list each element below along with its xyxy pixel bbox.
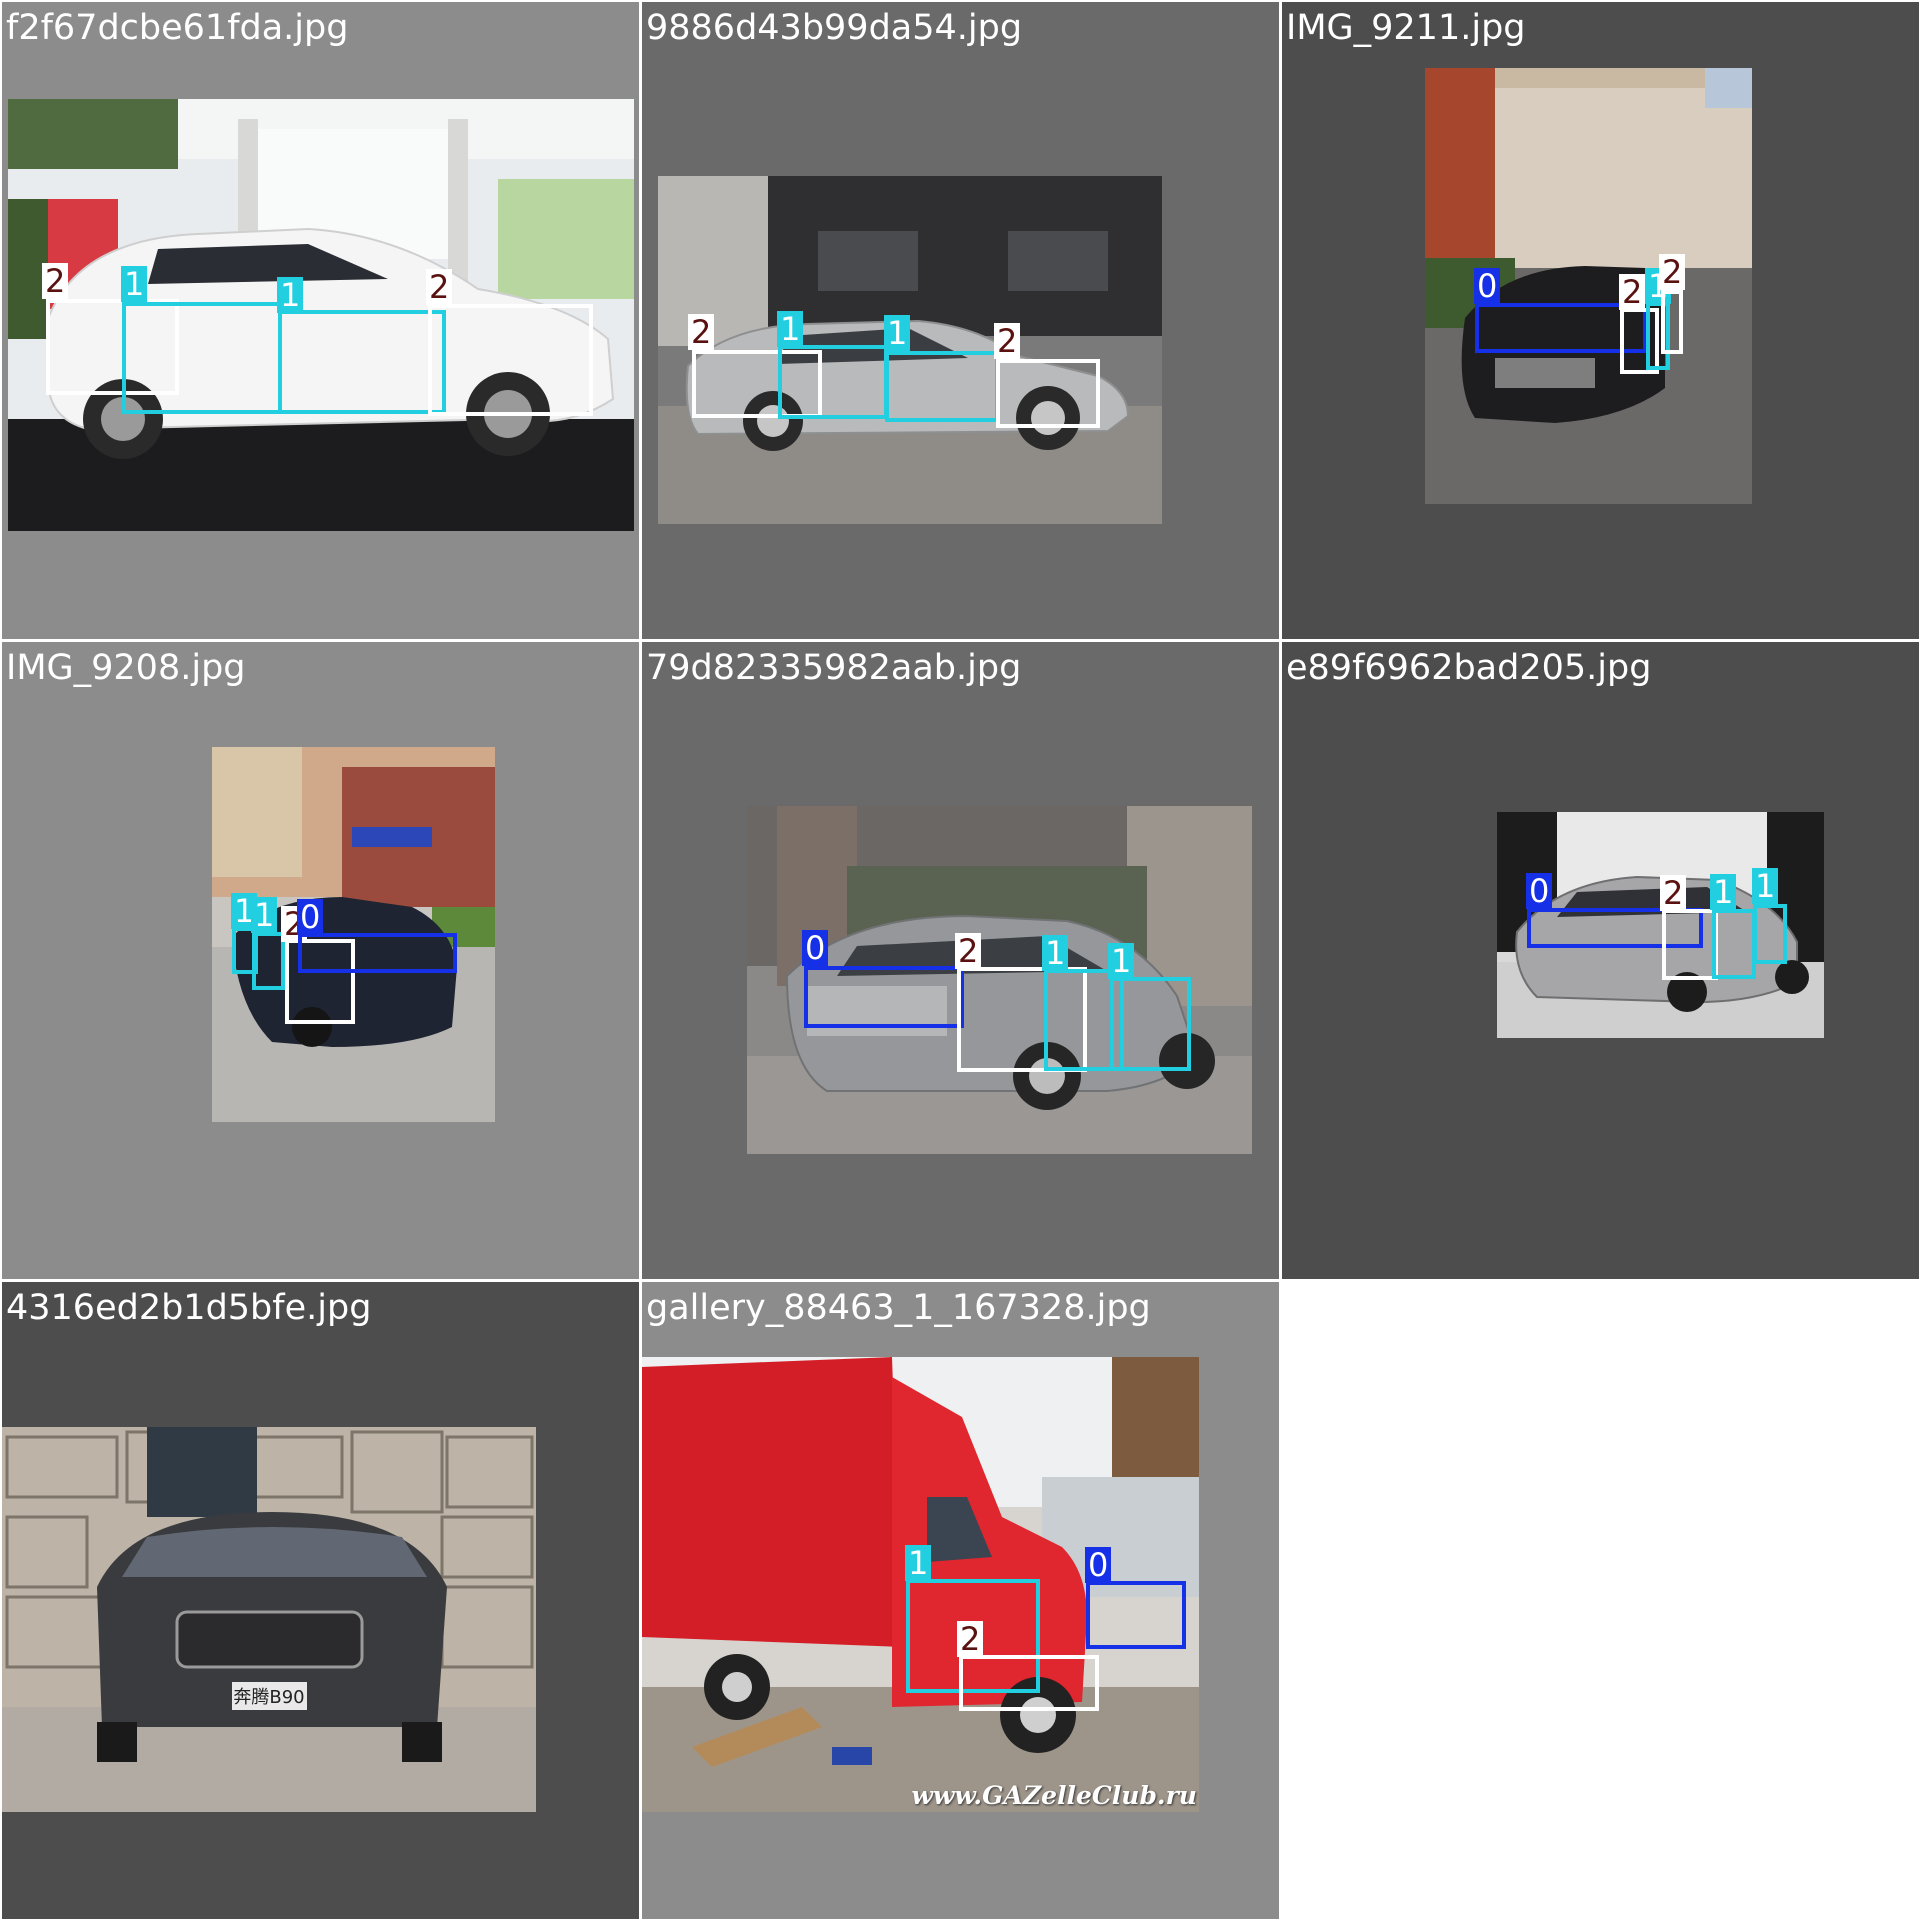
tile-filename: IMG_9208.jpg	[6, 648, 246, 688]
detection-label: 2	[994, 323, 1021, 359]
detection-box	[804, 966, 964, 1028]
detection-box	[1475, 303, 1647, 353]
detection-label: 0	[1474, 268, 1501, 304]
detection-box	[122, 302, 282, 414]
detection-box	[1662, 909, 1718, 980]
detection-box	[298, 933, 457, 973]
tile-filename: f2f67dcbe61fda.jpg	[6, 8, 349, 48]
detection-label: 0	[802, 930, 829, 966]
detection-box	[906, 1579, 1040, 1693]
photo-dark-sedan-front: 奔腾B90	[2, 1427, 536, 1812]
detection-box	[1620, 308, 1659, 374]
empty-cell	[1282, 1282, 1920, 1920]
detection-box	[46, 299, 179, 395]
detection-label: 1	[251, 897, 278, 933]
detection-label: 2	[1660, 875, 1687, 911]
detection-label: 2	[1619, 274, 1646, 310]
detection-box	[885, 351, 999, 422]
detection-box	[996, 359, 1100, 428]
photo-silver-sedan: 2 1 1 2	[658, 176, 1162, 524]
detection-box	[1086, 1581, 1186, 1649]
detection-label: 0	[1526, 873, 1553, 909]
detection-label: 1	[277, 277, 304, 313]
detection-box	[1753, 904, 1787, 964]
detection-box	[428, 304, 593, 416]
tile-filename: gallery_88463_1_167328.jpg	[646, 1288, 1151, 1328]
detection-label: 1	[121, 266, 148, 302]
detection-label: 1	[1710, 874, 1737, 910]
tile-7: 4316ed2b1d5bfe.jpg	[2, 1282, 639, 1919]
detection-box	[285, 939, 355, 1024]
detection-label: 2	[1659, 254, 1686, 290]
detection-label: 2	[957, 1621, 984, 1657]
detection-box	[1527, 908, 1703, 948]
detection-label: 1	[1752, 868, 1779, 904]
tile-3: IMG_9211.jpg 0 2 1 2	[1282, 2, 1919, 639]
detection-box	[252, 932, 285, 990]
detection-box	[1661, 290, 1683, 354]
tile-2: 9886d43b99da54.jpg 2 1 1	[642, 2, 1279, 639]
tile-8: gallery_88463_1_167328.jpg 1	[642, 1282, 1279, 1919]
tile-filename: 9886d43b99da54.jpg	[646, 8, 1023, 48]
license-plate-text: 奔腾B90	[233, 1687, 304, 1708]
photo-grey-sedan-rear: 0 2 1 1	[747, 806, 1252, 1154]
detection-box	[232, 927, 258, 974]
tile-filename: 79d82335982aab.jpg	[646, 648, 1022, 688]
tile-filename: e89f6962bad205.jpg	[1286, 648, 1652, 688]
detection-box	[692, 350, 822, 418]
detection-label: 2	[426, 269, 453, 305]
detection-label: 1	[777, 311, 804, 347]
detection-box	[778, 345, 888, 419]
detection-box	[959, 1655, 1099, 1711]
detection-box	[1044, 969, 1124, 1071]
detection-box	[1646, 302, 1670, 370]
detection-box	[278, 310, 446, 414]
tile-5: 79d82335982aab.jpg 0 2 1	[642, 642, 1279, 1279]
detection-label: 1	[1108, 943, 1135, 979]
tile-filename: 4316ed2b1d5bfe.jpg	[6, 1288, 372, 1328]
tile-filename: IMG_9211.jpg	[1286, 8, 1526, 48]
photo-silver-hatchback-studio: 0 2 1 1	[1497, 812, 1824, 1038]
tile-4: IMG_9208.jpg 1 1 2 0	[2, 642, 639, 1279]
detection-label: 1	[905, 1545, 932, 1581]
photo-red-box-truck: 1 0 2 www.GAZelleClub.ru	[642, 1357, 1199, 1812]
detection-label: 2	[42, 263, 69, 299]
watermark-text: www.GAZelleClub.ru	[911, 1781, 1197, 1810]
detection-label: 0	[297, 899, 324, 935]
detection-label: 2	[955, 933, 982, 969]
detection-box	[1712, 909, 1756, 979]
detection-label: 0	[1085, 1547, 1112, 1583]
detection-label: 1	[884, 315, 911, 351]
detection-box	[1110, 977, 1191, 1071]
detection-label: 2	[688, 314, 715, 350]
photo-dark-sedan-courtyard: 1 1 2 0	[212, 747, 495, 1122]
detection-label: 1	[1042, 935, 1069, 971]
tile-1: f2f67dcbe61fda.jpg 2	[2, 2, 639, 639]
photo-dark-crossover: 0 2 1 2	[1425, 68, 1752, 504]
tile-6: e89f6962bad205.jpg 0 2 1 1	[1282, 642, 1919, 1279]
detection-box	[957, 967, 1087, 1072]
photo-white-hatchback: 2 1 1 2	[8, 99, 634, 531]
